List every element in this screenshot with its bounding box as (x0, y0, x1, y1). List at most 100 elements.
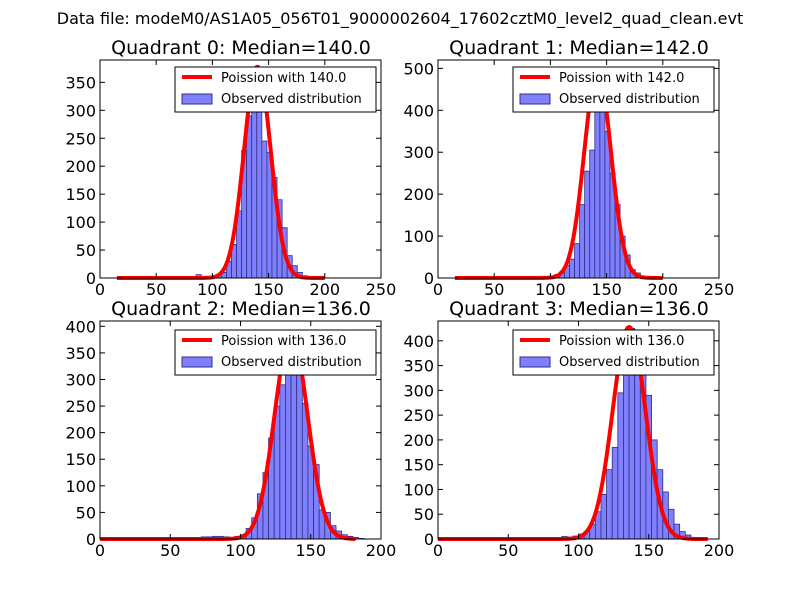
legend-curve-label: Poission with 140.0 (221, 71, 346, 86)
x-tick-label: 150 (633, 541, 664, 560)
x-tick-label: 100 (563, 541, 594, 560)
x-tick-label: 100 (225, 541, 256, 560)
x-tick-label: 200 (310, 280, 341, 299)
y-tick-label: 50 (76, 241, 96, 260)
x-tick-label: 200 (648, 280, 679, 299)
x-tick-label: 100 (535, 280, 566, 299)
histogram-bar (600, 494, 607, 540)
x-tick-label: 0 (95, 541, 105, 560)
plot-area: 0 50 100 150 200 0 50 100 150 200 250 300 350 400 (65, 317, 396, 560)
histogram-bar (623, 365, 630, 540)
y-tick-label: 400 (65, 317, 96, 336)
histogram-bar (285, 373, 292, 540)
legend-bar-label: Observed distribution (559, 355, 700, 370)
histogram-bar (251, 84, 258, 279)
x-tick-label: 0 (433, 541, 443, 560)
panel-title: Quadrant 2: Median=136.0 (111, 298, 371, 320)
y-tick-label: 50 (76, 503, 96, 522)
x-tick-label: 50 (484, 280, 504, 299)
histogram-bar (261, 140, 268, 279)
legend-bar-swatch (181, 356, 213, 368)
y-tick-label: 400 (403, 101, 434, 120)
x-tick-label: 50 (146, 280, 166, 299)
panel-title: Quadrant 3: Median=136.0 (449, 298, 709, 320)
x-tick-label: 250 (366, 280, 397, 299)
axes-frame (99, 59, 382, 279)
y-tick-label: 100 (65, 213, 96, 232)
panel-quadrant-3: Quadrant 3: Median=136.0 0 50 100 150 200 0 50… (403, 298, 734, 560)
y-tick-label: 250 (403, 406, 434, 425)
legend: Poission with 140.0 Observed distributio… (174, 66, 377, 113)
legend-bar-swatch (519, 93, 551, 105)
figure-suptitle: Data file: modeM0/AS1A05_056T01_90000026… (57, 9, 743, 29)
legend-bar-swatch (181, 93, 213, 105)
y-tick-label: 300 (65, 370, 96, 389)
x-tick-label: 0 (95, 280, 105, 299)
x-tick-label: 250 (704, 280, 735, 299)
y-tick-label: 0 (86, 269, 96, 288)
legend-curve-label: Poission with 142.0 (559, 71, 684, 86)
histogram-bar (617, 392, 624, 540)
y-tick-label: 0 (424, 530, 434, 549)
legend: Poission with 136.0 Observed distributio… (512, 329, 715, 376)
y-tick-label: 100 (65, 477, 96, 496)
histogram-bar (296, 373, 303, 540)
legend-bar-label: Observed distribution (221, 355, 362, 370)
x-tick-label: 50 (498, 541, 518, 560)
legend-curve-label: Poission with 136.0 (559, 334, 684, 349)
y-tick-label: 100 (403, 227, 434, 246)
y-tick-label: 200 (65, 157, 96, 176)
panel-title: Quadrant 1: Median=142.0 (449, 37, 709, 59)
axes-frame (437, 59, 720, 279)
x-tick-label: 150 (253, 280, 284, 299)
histogram-bar (574, 243, 581, 279)
y-tick-label: 350 (65, 73, 96, 92)
panel-quadrant-0: Quadrant 0: Median=140.0 0 50 100 150 200 250… (65, 37, 396, 299)
x-tick-label: 50 (160, 541, 180, 560)
legend-bar-label: Observed distribution (221, 92, 362, 107)
legend-bar-label: Observed distribution (559, 92, 700, 107)
x-tick-label: 0 (433, 280, 443, 299)
legend-curve-label: Poission with 136.0 (221, 334, 346, 349)
y-tick-label: 50 (414, 505, 434, 524)
y-tick-label: 200 (403, 431, 434, 450)
y-tick-label: 300 (403, 143, 434, 162)
y-tick-label: 250 (65, 129, 96, 148)
x-tick-label: 150 (591, 280, 622, 299)
y-tick-label: 350 (403, 357, 434, 376)
histogram-bar (256, 104, 263, 279)
legend-bar-swatch (519, 356, 551, 368)
y-tick-label: 150 (403, 456, 434, 475)
histogram-bar (579, 204, 586, 279)
histogram-bar (290, 347, 298, 540)
y-tick-label: 250 (65, 397, 96, 416)
y-tick-label: 200 (403, 185, 434, 204)
plot-area: 0 50 100 150 200 0 50 100 150 200 250 300 350 400 (403, 320, 735, 560)
panel-quadrant-1: Quadrant 1: Median=142.0 0 50 100 150 200 250… (403, 37, 734, 299)
panel-quadrant-2: Quadrant 2: Median=136.0 0 50 100 150 200 0 50… (65, 298, 396, 560)
histogram-bar (246, 115, 253, 279)
y-tick-label: 300 (65, 101, 96, 120)
histogram-bar (569, 258, 575, 279)
histogram-bar (599, 109, 606, 279)
histogram-bar (611, 446, 619, 540)
histogram-bar (606, 469, 613, 540)
histogram-bar (279, 384, 286, 540)
y-tick-label: 200 (65, 424, 96, 443)
histogram-bar (589, 149, 596, 279)
y-tick-label: 0 (424, 269, 434, 288)
y-tick-label: 500 (403, 59, 434, 78)
x-tick-label: 150 (295, 541, 326, 560)
x-tick-label: 100 (197, 280, 228, 299)
panel-title: Quadrant 0: Median=140.0 (111, 37, 371, 59)
y-tick-label: 100 (403, 480, 434, 499)
y-tick-label: 150 (65, 450, 96, 469)
y-tick-label: 0 (86, 530, 96, 549)
x-tick-label: 200 (704, 541, 735, 560)
y-tick-label: 300 (403, 381, 434, 400)
y-tick-label: 400 (403, 332, 434, 351)
x-tick-label: 200 (366, 541, 397, 560)
y-tick-label: 150 (65, 185, 96, 204)
legend: Poission with 136.0 Observed distributio… (174, 329, 377, 376)
